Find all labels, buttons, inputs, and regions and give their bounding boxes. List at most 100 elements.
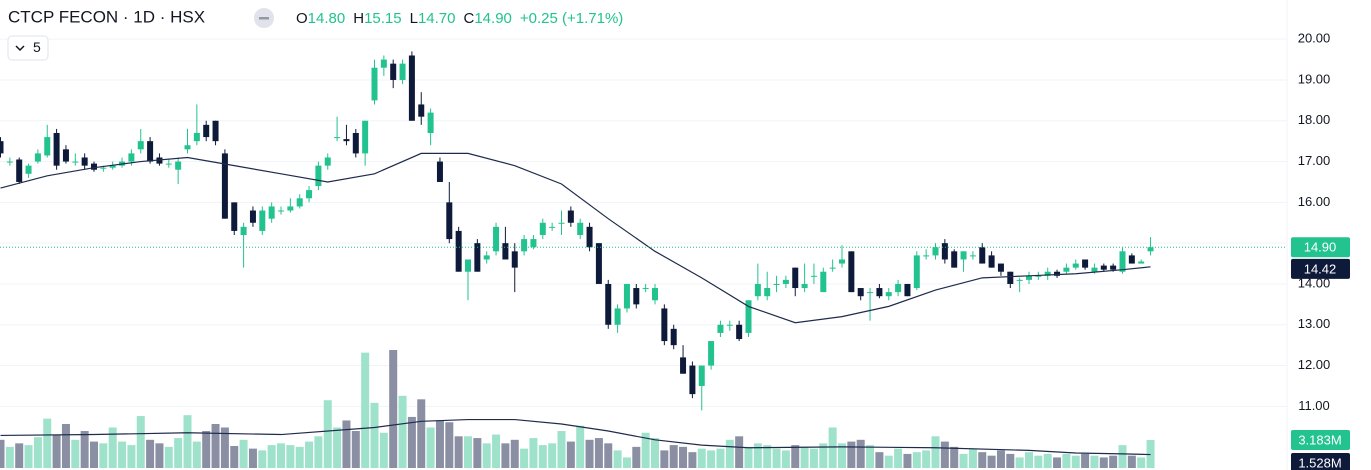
y-tick-label: 11.00 (1298, 398, 1330, 413)
candle-body (595, 243, 602, 284)
candle-body (315, 165, 322, 187)
volume-bar (1118, 445, 1127, 468)
volume-bar (1053, 457, 1062, 468)
volume-bar (211, 423, 220, 468)
volume-bar (669, 445, 678, 468)
volume-bar (136, 416, 145, 468)
ma-label: 14.42 (1304, 261, 1337, 276)
volume-bar (1034, 455, 1043, 468)
candle-body (249, 210, 256, 223)
volume-bar (660, 450, 669, 468)
candle-body (493, 226, 500, 252)
volume-bar (24, 445, 33, 468)
candle-body (240, 226, 247, 235)
ohlc-value: 14.70 (418, 10, 456, 27)
candle-body (960, 251, 967, 260)
candle-body (577, 222, 584, 235)
candle-body (296, 198, 303, 207)
candle-body (212, 120, 219, 142)
indicator-toggle[interactable] (7, 35, 49, 61)
candle-body (623, 283, 630, 309)
candle-body (1016, 279, 1023, 281)
volume-bar (651, 438, 659, 468)
grid (0, 38, 1287, 407)
volume-bar (763, 445, 772, 468)
candle-body (773, 283, 780, 285)
candle-body (1147, 247, 1154, 252)
candle-body (1007, 271, 1014, 284)
volume-bar (230, 445, 239, 468)
volume-bar (679, 446, 688, 468)
candle-body (689, 365, 696, 395)
volume-bar (510, 439, 519, 468)
candle-body (203, 124, 210, 138)
volume-bar (940, 441, 949, 468)
hide-icon (259, 17, 269, 20)
volume-bar (239, 439, 248, 468)
candle-body (876, 288, 883, 297)
ma-line (0, 152, 1151, 324)
candle-body (642, 288, 649, 290)
candle-body (399, 63, 406, 80)
volume-bar (697, 448, 706, 468)
candle-body (1072, 263, 1079, 268)
candle-body (726, 324, 733, 326)
volume-bar (220, 427, 229, 468)
candle-body (362, 120, 369, 154)
candle-body (670, 328, 677, 346)
candle-body (408, 55, 415, 121)
candle-body (951, 251, 958, 268)
candle-body (904, 283, 911, 297)
ohlc-value: 14.90 (474, 10, 512, 27)
volume-bar (1062, 453, 1071, 468)
candle-body (53, 133, 60, 166)
candle-body (25, 165, 32, 174)
volume-bar (959, 453, 968, 468)
volume-bar (912, 452, 921, 468)
volume-bar (267, 445, 276, 468)
volume-bar (1081, 453, 1090, 468)
candle-body (34, 153, 41, 162)
candle-body (128, 153, 135, 162)
volume-bar (164, 446, 173, 468)
volume-bar (80, 431, 89, 468)
candle-body (867, 292, 874, 294)
candle-body (474, 243, 481, 272)
volume-bar (828, 427, 837, 468)
volume-bar (286, 445, 295, 468)
volume-bar (866, 445, 875, 468)
volume-bar (464, 436, 472, 468)
volume-bar (585, 439, 594, 468)
volume-bar (753, 443, 762, 468)
volume-bar (492, 434, 501, 468)
candle-body (801, 283, 808, 289)
volume-bar (118, 441, 127, 468)
price-axis: 11.0012.0013.0014.0015.0016.0017.0018.00… (1286, 0, 1350, 470)
volume-bar (33, 437, 42, 468)
volume-bar (1127, 455, 1136, 468)
volume-bar (800, 446, 809, 468)
volume-bar (884, 455, 893, 468)
candle-body (567, 210, 574, 223)
candle-body (680, 357, 687, 374)
candle-body (521, 239, 528, 252)
candle-body (511, 251, 518, 268)
volume-bar (370, 402, 379, 468)
volume-ma-label-box (1291, 453, 1350, 470)
volume-bar (576, 425, 585, 468)
volume-bar (1006, 453, 1015, 468)
volume-bar (192, 441, 201, 468)
volume-bar (594, 438, 603, 468)
volume-bar (716, 448, 725, 468)
candle-body (147, 141, 154, 162)
candle-body (941, 243, 948, 260)
volume-bar (295, 446, 304, 468)
volume-bar (426, 427, 435, 468)
ma-label-box (1291, 258, 1350, 279)
volume-label-box (1291, 430, 1350, 450)
volume-bar (183, 415, 192, 468)
candle-body (605, 283, 612, 325)
candle-body (465, 259, 471, 272)
candle-body (72, 161, 79, 163)
